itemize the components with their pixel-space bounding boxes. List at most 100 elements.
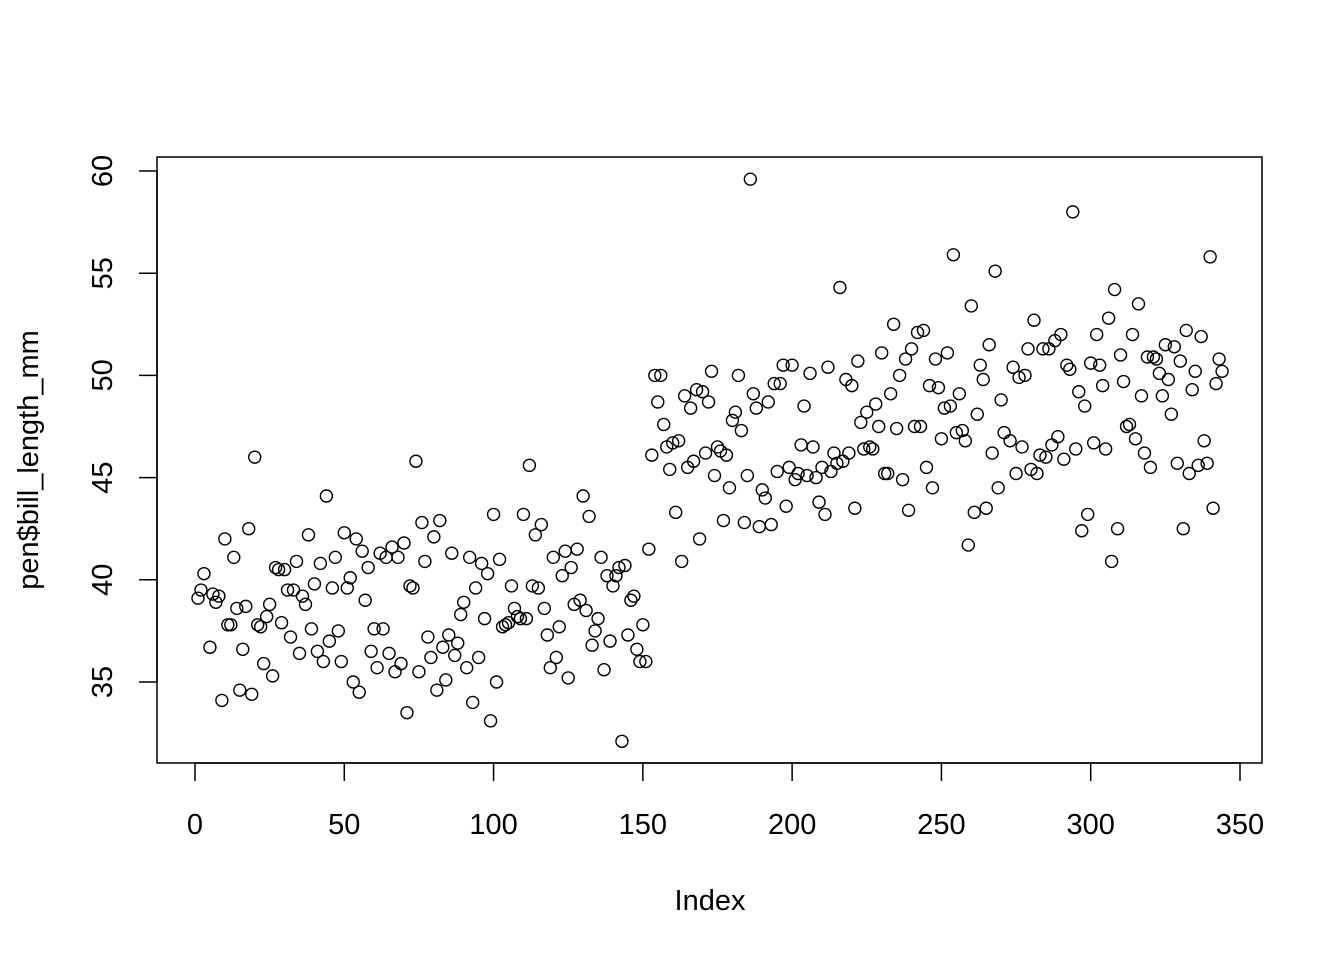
data-point	[504, 579, 519, 593]
x-tick-label: 200	[768, 809, 816, 841]
data-point	[477, 611, 492, 626]
data-point	[367, 622, 381, 636]
y-tick-label: 55	[87, 257, 119, 289]
data-point	[770, 464, 784, 479]
data-point	[465, 695, 480, 710]
data-point	[561, 671, 575, 685]
data-point	[648, 368, 662, 383]
data-point	[468, 581, 483, 595]
data-point	[457, 595, 471, 609]
data-point	[1021, 342, 1035, 356]
data-point	[979, 501, 993, 515]
data-point	[803, 366, 817, 381]
data-point	[815, 460, 829, 475]
data-point	[1167, 340, 1182, 354]
plot-frame	[156, 156, 1263, 764]
data-point	[1137, 446, 1152, 460]
data-point	[761, 395, 775, 409]
data-point	[221, 618, 235, 632]
data-point	[615, 734, 629, 748]
data-point	[483, 714, 498, 728]
data-point	[728, 405, 743, 419]
data-point	[892, 368, 907, 383]
data-point	[409, 454, 423, 468]
data-point	[576, 489, 590, 503]
data-point	[669, 505, 683, 520]
data-point	[716, 513, 731, 528]
data-point	[492, 552, 507, 567]
data-point	[424, 650, 438, 665]
data-point	[809, 470, 823, 485]
data-point	[1146, 350, 1161, 364]
data-point	[582, 509, 596, 524]
data-point	[1027, 313, 1041, 327]
data-point	[752, 519, 766, 534]
data-point	[1149, 352, 1164, 366]
data-point	[549, 650, 563, 665]
data-point	[928, 352, 943, 366]
data-point	[206, 587, 220, 601]
data-point	[651, 395, 665, 409]
data-point	[710, 440, 725, 454]
data-point	[361, 560, 375, 575]
data-point	[1012, 370, 1026, 385]
data-point	[397, 536, 411, 550]
data-point	[1057, 452, 1071, 466]
data-point	[265, 669, 280, 683]
data-point	[946, 248, 961, 262]
data-point	[486, 507, 501, 522]
data-point	[194, 583, 208, 597]
data-point	[1060, 358, 1074, 372]
data-point	[352, 685, 366, 699]
data-point	[973, 358, 987, 372]
data-point	[645, 448, 659, 462]
data-point	[510, 609, 525, 624]
data-point	[1069, 442, 1083, 456]
data-point	[895, 472, 910, 487]
data-point	[1098, 442, 1113, 456]
data-point	[1143, 460, 1158, 475]
data-point	[292, 646, 307, 661]
data-point	[558, 544, 572, 558]
data-point	[609, 569, 623, 583]
data-point	[722, 481, 737, 495]
data-point	[460, 660, 474, 675]
data-point	[579, 603, 593, 618]
y-tick-label: 40	[87, 564, 119, 596]
x-axis: 0 50 100 150 200 250 300 350	[187, 762, 1264, 841]
data-point	[513, 611, 528, 626]
data-point	[1191, 458, 1205, 473]
data-point	[848, 501, 862, 515]
data-point	[985, 446, 999, 460]
data-point	[286, 583, 301, 597]
data-point	[209, 595, 223, 609]
data-point	[534, 517, 549, 532]
data-point	[585, 638, 599, 652]
data-point	[842, 446, 856, 460]
x-tick-label: 350	[1216, 809, 1264, 841]
data-point	[400, 705, 414, 720]
data-point	[1125, 327, 1140, 342]
data-point	[970, 407, 984, 421]
data-point	[654, 368, 668, 383]
data-point	[313, 556, 328, 571]
x-tick-label: 100	[469, 809, 517, 841]
data-point	[451, 636, 465, 650]
data-point	[1116, 374, 1131, 389]
data-point	[719, 448, 734, 462]
data-point	[746, 387, 761, 401]
data-point	[782, 460, 796, 475]
data-point	[233, 683, 247, 697]
data-point	[507, 601, 522, 616]
data-point	[301, 528, 316, 542]
data-point	[1009, 466, 1023, 481]
data-point	[454, 607, 468, 622]
data-point	[528, 528, 543, 542]
data-point	[698, 446, 713, 460]
data-point	[743, 172, 758, 186]
data-point	[773, 376, 787, 391]
x-tick-label: 50	[328, 809, 360, 841]
data-point	[1018, 368, 1032, 383]
data-point	[1194, 329, 1208, 344]
data-point	[259, 609, 274, 624]
